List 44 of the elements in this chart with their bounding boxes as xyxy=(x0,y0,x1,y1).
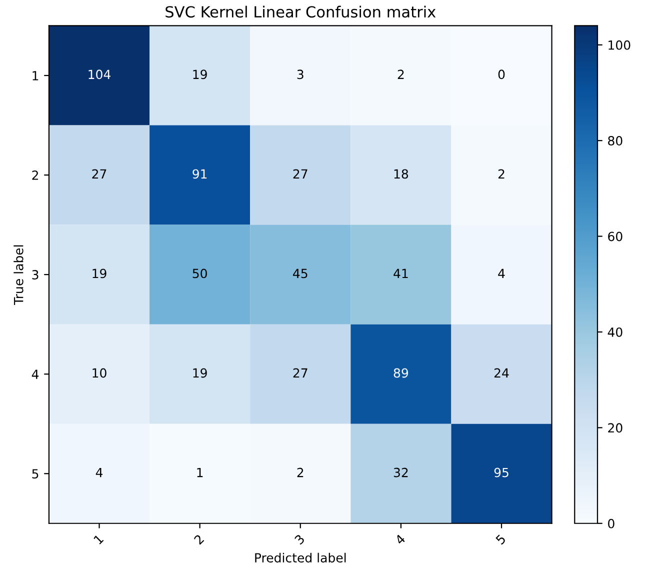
data-label: 4 xyxy=(96,468,103,478)
color-bar-label: 80 xyxy=(608,136,622,146)
data-label: 95 xyxy=(494,468,508,478)
data-label: 0 xyxy=(498,70,505,80)
chart-title: SVC Kernel Linear Confusion matrix xyxy=(166,6,436,18)
data-label: 45 xyxy=(293,268,308,278)
data-label: 19 xyxy=(92,268,106,278)
data-label: 3 xyxy=(297,70,304,80)
y-axis-title: True label xyxy=(14,245,24,305)
data-label: 32 xyxy=(394,468,408,478)
data-label: 24 xyxy=(494,368,509,378)
data-label: 4 xyxy=(498,268,505,278)
data-label: 10 xyxy=(92,368,106,378)
data-label: 27 xyxy=(293,169,308,178)
color-bar-label: 20 xyxy=(608,423,622,433)
y-tick-label: 5 xyxy=(32,469,38,479)
y-tick-label: 4 xyxy=(32,370,39,379)
data-label: 18 xyxy=(394,169,408,179)
x-tick-label: 2 xyxy=(194,534,204,545)
x-tick-label: 5 xyxy=(495,534,506,545)
data-label: 41 xyxy=(394,268,408,278)
x-tick-label: 4 xyxy=(394,534,406,546)
data-label: 104 xyxy=(88,70,110,80)
color-bar-label: 60 xyxy=(608,232,622,242)
data-label: 27 xyxy=(293,368,308,378)
data-label: 19 xyxy=(193,70,207,80)
x-axis-title: Predicted label xyxy=(255,552,346,563)
data-label: 27 xyxy=(92,169,106,178)
x-tick-label: 1 xyxy=(93,534,104,544)
data-label: 91 xyxy=(192,169,207,179)
color-bar-label: 40 xyxy=(608,327,622,337)
y-tick-label: 2 xyxy=(32,170,38,180)
color-bar-label: 100 xyxy=(608,40,630,50)
data-label: 50 xyxy=(192,268,207,278)
y-tick-label: 1 xyxy=(32,71,38,80)
color-bar-label: 0 xyxy=(608,518,614,528)
y-tick-label: 3 xyxy=(32,270,38,280)
data-label: 89 xyxy=(394,368,408,378)
x-tick-label: 3 xyxy=(294,534,306,545)
data-label: 1 xyxy=(197,468,203,478)
data-label: 2 xyxy=(498,169,504,178)
data-label: 2 xyxy=(398,70,404,79)
data-label: 19 xyxy=(193,368,207,378)
data-label: 2 xyxy=(297,468,304,478)
